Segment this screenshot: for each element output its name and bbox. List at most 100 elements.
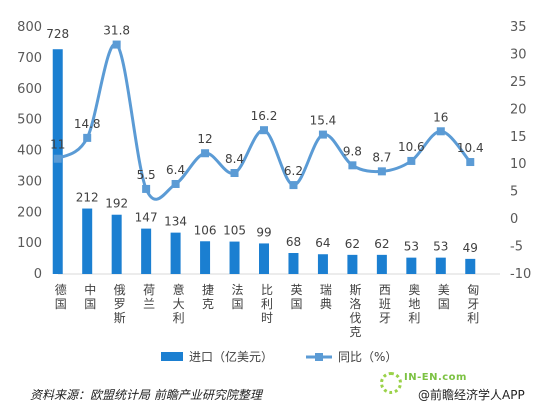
legend-bar-label: 进口（亿美元） <box>189 349 273 364</box>
line-point <box>260 126 268 135</box>
legend-bar-swatch <box>161 352 183 361</box>
bar <box>259 243 269 274</box>
y-left-tick-label: 600 <box>17 82 42 97</box>
line-point <box>201 149 210 158</box>
bar-data-label: 212 <box>76 191 99 205</box>
in-en-watermark: IN-EN.com <box>404 372 467 383</box>
line-point <box>142 184 151 193</box>
in-en-logo-icon <box>380 372 402 394</box>
bar <box>200 241 211 274</box>
bar <box>317 254 328 274</box>
line-data-label: 31.8 <box>103 24 130 38</box>
y-left-tick-label: 0 <box>34 267 42 282</box>
legend-line-marker <box>315 353 323 361</box>
bar <box>347 254 358 274</box>
bar-data-label: 106 <box>194 223 217 237</box>
bar <box>288 253 299 274</box>
brand-note: @前瞻经济学人APP <box>418 388 525 402</box>
y-right-tick-label: 5 <box>510 185 518 200</box>
line-data-label: 11 <box>50 138 65 152</box>
line-data-label: 16 <box>433 110 448 124</box>
bar-data-label: 49 <box>463 241 478 255</box>
bar <box>111 214 122 274</box>
y-right-tick-label: -10 <box>510 267 531 282</box>
bar-data-label: 728 <box>46 27 69 41</box>
x-tick-label: 西班牙 <box>379 283 391 325</box>
x-tick-label: 奥地利 <box>408 283 420 325</box>
y-right-tick-label: -5 <box>510 240 523 255</box>
y-left-tick-label: 500 <box>17 113 42 128</box>
bar-data-label: 62 <box>345 237 360 251</box>
x-tick-label: 德国 <box>55 282 67 311</box>
y-right-tick-label: 0 <box>510 212 518 227</box>
y-left-tick-label: 300 <box>17 174 42 189</box>
line-data-label: 16.2 <box>251 109 278 123</box>
bar <box>170 232 181 274</box>
legend-line-label: 同比（%） <box>338 350 397 364</box>
line-point <box>348 161 357 170</box>
bar-data-label: 192 <box>105 197 128 211</box>
line-point <box>171 179 180 188</box>
bar-data-label: 64 <box>315 236 330 250</box>
line-data-label: 12 <box>197 132 212 146</box>
x-tick-label: 美国 <box>438 283 450 311</box>
y-left-tick-label: 800 <box>17 20 42 35</box>
bar <box>229 241 240 274</box>
line-data-label: 15.4 <box>310 114 337 128</box>
y-right-tick-label: 35 <box>510 20 527 35</box>
x-tick-label: 意大利 <box>173 282 185 325</box>
y-right-tick-label: 30 <box>510 47 527 62</box>
y-left-tick-label: 700 <box>17 51 42 66</box>
bar <box>435 257 446 274</box>
line-point <box>112 40 121 49</box>
line-data-label: 8.4 <box>225 152 244 166</box>
y-left-tick-label: 200 <box>17 205 42 220</box>
line-point <box>83 133 92 142</box>
bar-data-label: 147 <box>135 211 158 225</box>
line-point <box>407 156 416 165</box>
bar <box>141 228 152 274</box>
line-data-label: 6.2 <box>284 164 303 178</box>
bar <box>465 258 476 274</box>
x-tick-label: 中国 <box>84 282 96 311</box>
x-tick-label: 法国 <box>232 283 244 311</box>
bar-data-label: 99 <box>256 225 271 239</box>
x-tick-label: 匈牙利 <box>467 283 479 325</box>
bar-data-label: 105 <box>223 224 246 238</box>
line-point <box>436 127 445 136</box>
x-tick-label: 捷克 <box>202 283 214 311</box>
line-point <box>53 154 62 163</box>
source-note: 资料来源：欧盟统计局 前瞻产业研究院整理 <box>30 388 262 402</box>
bar <box>82 208 93 274</box>
x-tick-label: 斯洛伐克 <box>349 283 361 339</box>
line-point <box>466 158 475 167</box>
y-right-tick-label: 15 <box>510 130 527 145</box>
y-right-tick-label: 20 <box>510 102 527 117</box>
bar-data-label: 62 <box>374 237 389 251</box>
line-data-label: 5.5 <box>137 168 156 182</box>
bar-data-label: 53 <box>433 240 448 254</box>
line-point <box>377 167 386 176</box>
x-tick-label: 比利时 <box>261 283 273 325</box>
x-tick-label: 英国 <box>290 283 302 311</box>
bar <box>406 257 417 274</box>
line-point <box>318 130 327 139</box>
y-right-tick-label: 10 <box>510 157 527 172</box>
x-tick-label: 俄罗斯 <box>114 283 126 325</box>
x-tick-label: 瑞典 <box>320 283 332 311</box>
x-tick-label: 荷兰 <box>143 283 155 311</box>
line-point <box>289 181 298 190</box>
bar-data-label: 68 <box>286 235 301 249</box>
line-data-label: 9.8 <box>343 144 362 158</box>
y-left-tick-label: 100 <box>17 236 42 251</box>
bar-data-label: 134 <box>164 215 187 229</box>
line-data-label: 14.8 <box>74 117 101 131</box>
line-data-label: 8.7 <box>372 150 391 164</box>
bar <box>376 254 387 274</box>
bar-data-label: 53 <box>404 240 419 254</box>
y-right-tick-label: 25 <box>510 75 527 90</box>
line-data-label: 6.4 <box>166 163 185 177</box>
line-data-label: 10.6 <box>398 140 425 154</box>
line-point <box>230 169 239 178</box>
